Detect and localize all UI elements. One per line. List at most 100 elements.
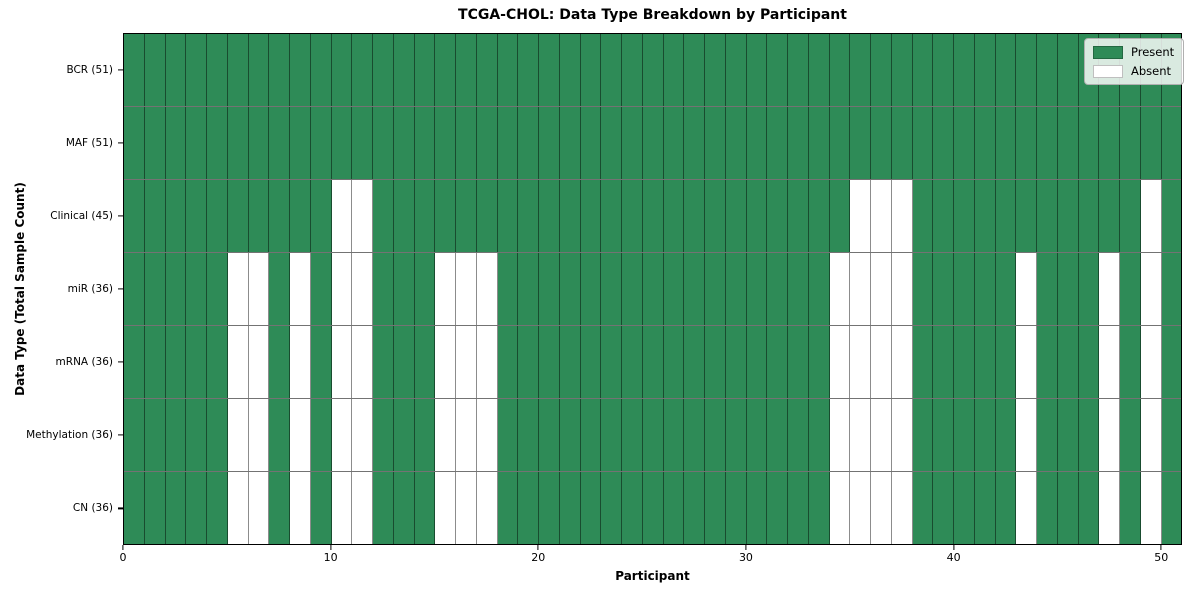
heatmap-cell — [642, 472, 664, 544]
heatmap-row — [124, 399, 1182, 472]
heatmap-cell — [601, 326, 622, 398]
heatmap-cell — [331, 253, 353, 325]
heatmap-cell — [207, 253, 228, 325]
x-tick-label: 40 — [946, 551, 961, 564]
heatmap-cell — [393, 399, 415, 471]
heatmap-cell — [352, 326, 373, 398]
legend-entry-present: Present — [1093, 45, 1174, 59]
heatmap-cell — [476, 326, 498, 398]
heatmap-cell — [995, 472, 1017, 544]
heatmap-cell — [456, 399, 477, 471]
heatmap-cell — [788, 34, 809, 106]
heatmap-cell — [725, 107, 747, 179]
heatmap-cell — [1037, 253, 1058, 325]
heatmap-cell — [539, 472, 560, 544]
heatmap-cell — [1057, 472, 1079, 544]
heatmap-cell — [891, 34, 913, 106]
heatmap-cell — [207, 326, 228, 398]
heatmap-cell — [871, 253, 892, 325]
heatmap-cell — [746, 253, 768, 325]
heatmap-cell — [435, 399, 456, 471]
heatmap-cell — [165, 34, 187, 106]
heatmap-cell — [954, 326, 975, 398]
y-tick-label: BCR (51) — [66, 63, 113, 76]
heatmap-cell — [414, 180, 436, 252]
heatmap-cell — [207, 399, 228, 471]
heatmap-cell — [705, 107, 726, 179]
heatmap-cell — [663, 180, 685, 252]
heatmap-cell — [974, 253, 996, 325]
heatmap-cell — [1161, 180, 1182, 252]
heatmap-cell — [165, 399, 187, 471]
heatmap-cell — [767, 180, 788, 252]
heatmap-cell — [725, 180, 747, 252]
heatmap-cell — [352, 180, 373, 252]
heatmap-cell — [248, 34, 270, 106]
heatmap-cell — [414, 253, 436, 325]
heatmap-cell — [227, 472, 249, 544]
x-tick-mark — [122, 545, 124, 550]
heatmap-cell — [186, 399, 207, 471]
heatmap-cell — [808, 253, 830, 325]
heatmap-cell — [497, 107, 519, 179]
heatmap-cell — [1078, 472, 1100, 544]
heatmap-cell — [705, 34, 726, 106]
heatmap-cell — [995, 326, 1017, 398]
heatmap-cell — [352, 253, 373, 325]
heatmap-row — [124, 180, 1182, 253]
heatmap-cell — [829, 472, 851, 544]
heatmap-cell — [124, 326, 145, 398]
heatmap-cell — [1161, 253, 1182, 325]
heatmap-cell — [1037, 180, 1058, 252]
heatmap-cell — [393, 180, 415, 252]
heatmap-cell — [705, 399, 726, 471]
heatmap-cell — [559, 107, 581, 179]
heatmap-cell — [995, 34, 1017, 106]
x-tick-mark — [330, 545, 332, 550]
heatmap-cell — [310, 34, 332, 106]
heatmap-cell — [393, 107, 415, 179]
heatmap-cell — [269, 107, 290, 179]
heatmap-cell — [476, 253, 498, 325]
heatmap-cell — [373, 180, 394, 252]
heatmap-cell — [165, 472, 187, 544]
heatmap-cell — [663, 253, 685, 325]
heatmap-cell — [331, 107, 353, 179]
heatmap-cell — [124, 34, 145, 106]
heatmap-cell — [1016, 326, 1037, 398]
heatmap-cell — [144, 399, 166, 471]
heatmap-cell — [539, 180, 560, 252]
heatmap-cell — [414, 34, 436, 106]
heatmap-cell — [1016, 253, 1037, 325]
x-tick-mark — [537, 545, 539, 550]
heatmap-cell — [373, 107, 394, 179]
heatmap-cell — [933, 399, 954, 471]
heatmap-cell — [393, 326, 415, 398]
heatmap-cell — [684, 107, 705, 179]
heatmap-cell — [1037, 472, 1058, 544]
heatmap-cell — [912, 34, 934, 106]
heatmap-cell — [974, 399, 996, 471]
heatmap-cell — [974, 34, 996, 106]
x-axis-label: Participant — [615, 569, 690, 583]
heatmap-cell — [684, 180, 705, 252]
heatmap-cell — [1057, 326, 1079, 398]
heatmap-cell — [622, 180, 643, 252]
heatmap-cell — [290, 107, 311, 179]
heatmap-cell — [310, 326, 332, 398]
heatmap-cell — [850, 34, 871, 106]
heatmap-cell — [414, 472, 436, 544]
heatmap-cell — [684, 34, 705, 106]
heatmap-cell — [663, 472, 685, 544]
heatmap-cell — [871, 34, 892, 106]
heatmap-cell — [518, 472, 539, 544]
heatmap-cell — [1037, 399, 1058, 471]
heatmap-cell — [622, 34, 643, 106]
heatmap-cell — [248, 253, 270, 325]
heatmap-cell — [601, 180, 622, 252]
heatmap-cell — [580, 472, 602, 544]
heatmap-cell — [290, 399, 311, 471]
heatmap-cell — [684, 326, 705, 398]
heatmap-cell — [1120, 399, 1141, 471]
